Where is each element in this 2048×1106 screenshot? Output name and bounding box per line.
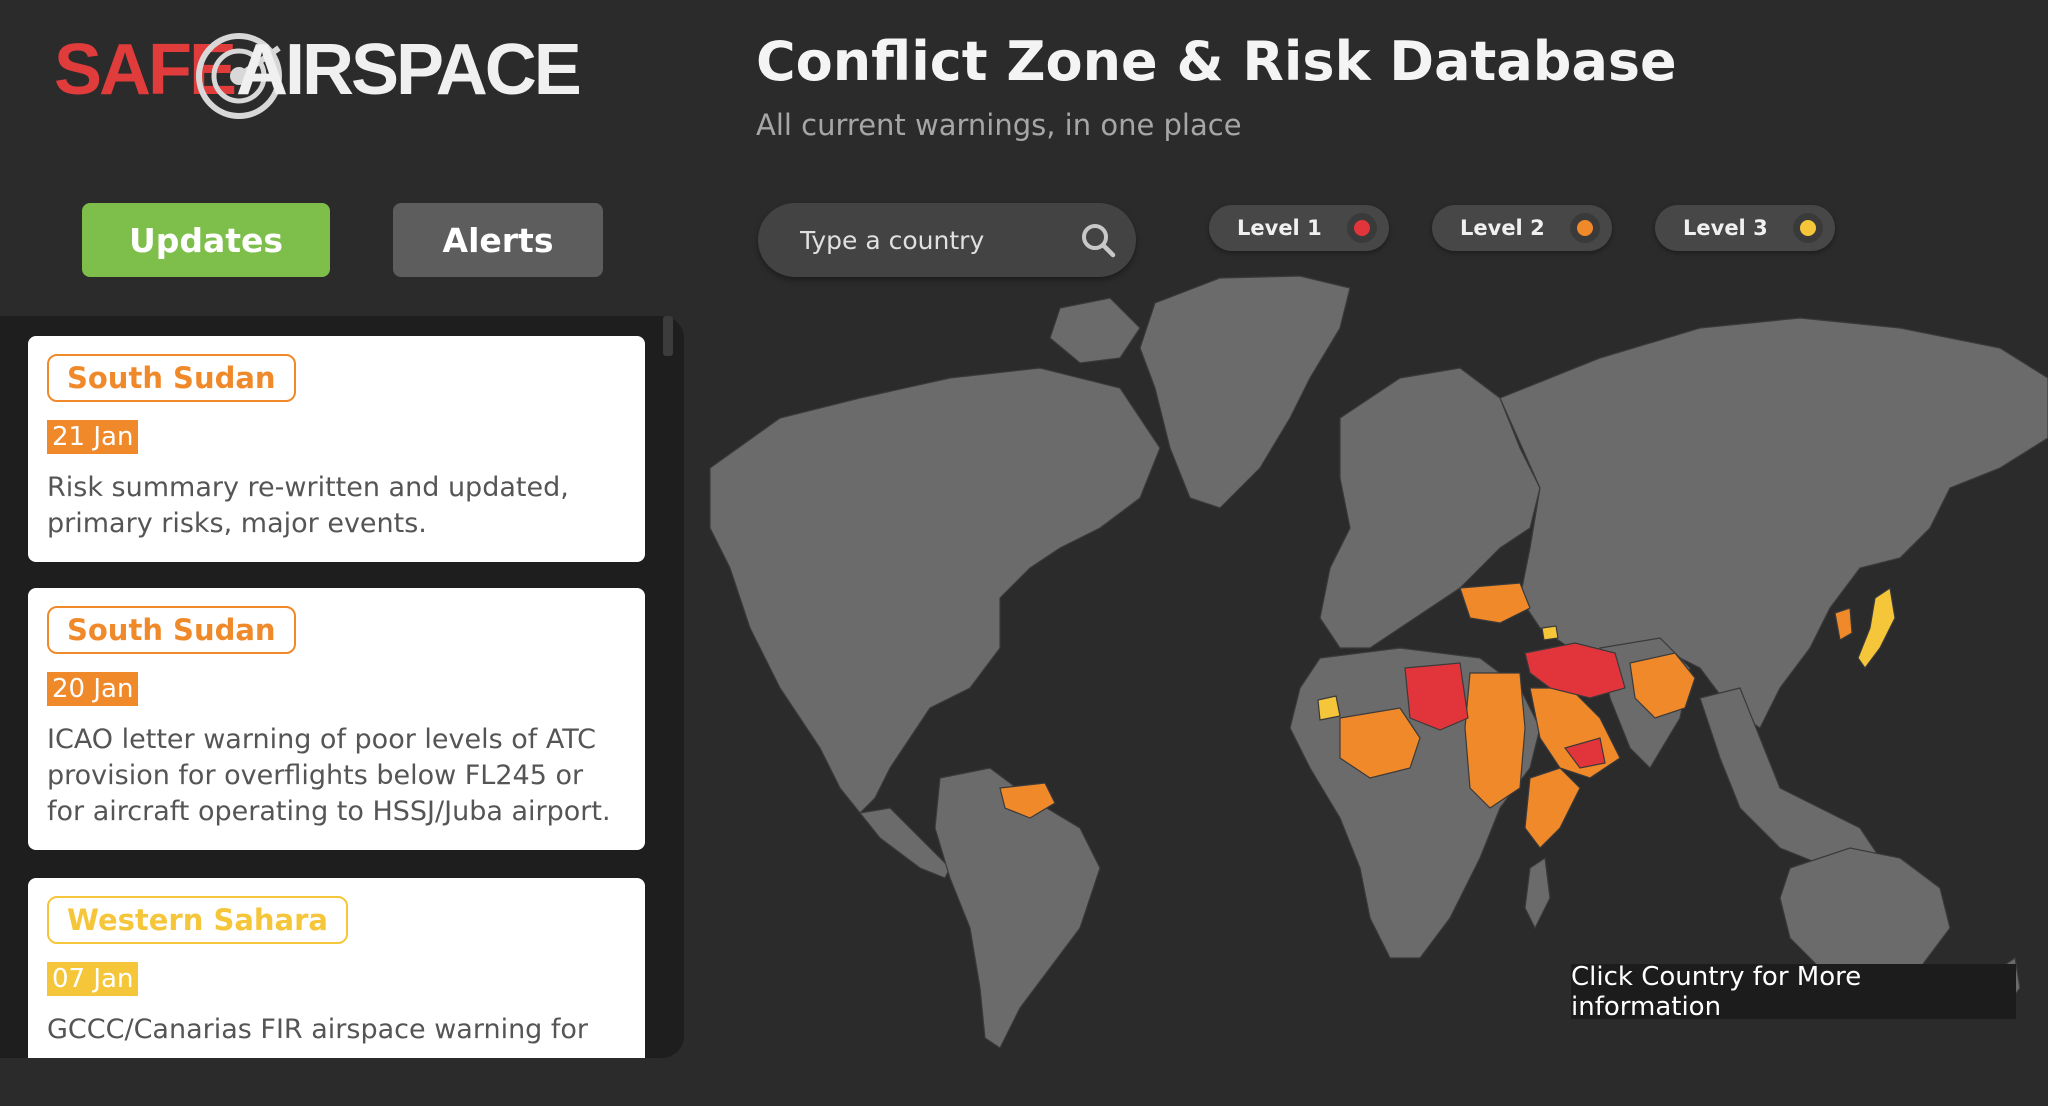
somalia-region: [1524, 767, 1581, 849]
date-tag: 21 Jan: [47, 420, 139, 454]
armenia-region: [1541, 625, 1559, 641]
level-1-dot-icon: [1354, 220, 1370, 236]
madagascar-region: [1524, 856, 1551, 930]
egypt-sudan-region: [1464, 672, 1526, 809]
level-2-indicator: [1570, 213, 1600, 243]
level-3-filter[interactable]: Level 3: [1655, 205, 1835, 251]
ukraine-region: [1459, 582, 1531, 624]
australia-region: [1779, 847, 1951, 979]
level-1-indicator: [1347, 213, 1377, 243]
central-america-region: [858, 807, 951, 879]
level-3-indicator: [1793, 213, 1823, 243]
updates-button[interactable]: Updates: [82, 203, 330, 277]
radar-icon: [196, 33, 282, 119]
level-1-filter[interactable]: Level 1: [1209, 205, 1389, 251]
update-text: Risk summary re-written and updated, pri…: [47, 472, 569, 539]
level-1-label: Level 1: [1237, 216, 1322, 240]
southeast-asia-region: [1699, 687, 1881, 869]
western-sahara-region: [1317, 695, 1341, 721]
update-card[interactable]: South Sudan 20 Jan ICAO letter warning o…: [28, 588, 645, 850]
date-tag: 07 Jan: [47, 962, 139, 996]
update-text: GCCC/Canarias FIR airspace warning for: [47, 1014, 589, 1045]
update-card[interactable]: South Sudan 21 Jan Risk summary re-writt…: [28, 336, 645, 562]
level-2-label: Level 2: [1460, 216, 1545, 240]
japan-region: [1857, 586, 1896, 670]
arctic-islands-region: [1049, 297, 1141, 364]
afghanistan-pakistan-region: [1629, 652, 1696, 719]
search-icon[interactable]: [1080, 222, 1116, 258]
country-search: [758, 203, 1136, 277]
level-3-label: Level 3: [1683, 216, 1768, 240]
updates-panel[interactable]: South Sudan 21 Jan Risk summary re-writt…: [0, 316, 684, 1058]
country-tag[interactable]: South Sudan: [47, 606, 296, 654]
world-map[interactable]: [700, 268, 2048, 1058]
level-2-filter[interactable]: Level 2: [1432, 205, 1612, 251]
alerts-button[interactable]: Alerts: [393, 203, 603, 277]
update-text: ICAO letter warning of poor levels of AT…: [47, 724, 611, 827]
logo-text-airspace: AIRSPACE: [236, 30, 582, 110]
update-card[interactable]: Western Sahara 07 Jan GCCC/Canarias FIR …: [28, 878, 645, 1058]
yemen-region: [1563, 737, 1606, 769]
greenland-region: [1139, 275, 1351, 509]
korea-region: [1834, 607, 1853, 641]
country-tag[interactable]: Western Sahara: [47, 896, 348, 944]
level-3-dot-icon: [1800, 220, 1816, 236]
syria-iraq-iran-region: [1524, 642, 1626, 699]
page-subtitle: All current warnings, in one place: [756, 108, 1242, 142]
level-2-dot-icon: [1577, 220, 1593, 236]
map-caption: Click Country for More information: [1571, 962, 2016, 1022]
venezuela-region: [999, 782, 1056, 819]
libya-region: [1404, 662, 1469, 731]
country-search-input[interactable]: [798, 224, 1072, 256]
sahel-region: [1339, 707, 1421, 779]
page-title: Conflict Zone & Risk Database: [756, 30, 1677, 93]
panel-scrollbar[interactable]: [663, 316, 673, 356]
arabia-region: [1529, 687, 1621, 779]
country-tag[interactable]: South Sudan: [47, 354, 296, 402]
north-america-region: [709, 367, 1161, 814]
date-tag: 20 Jan: [47, 672, 139, 706]
safe-airspace-logo[interactable]: SAFE AIRSPACE: [52, 24, 582, 124]
